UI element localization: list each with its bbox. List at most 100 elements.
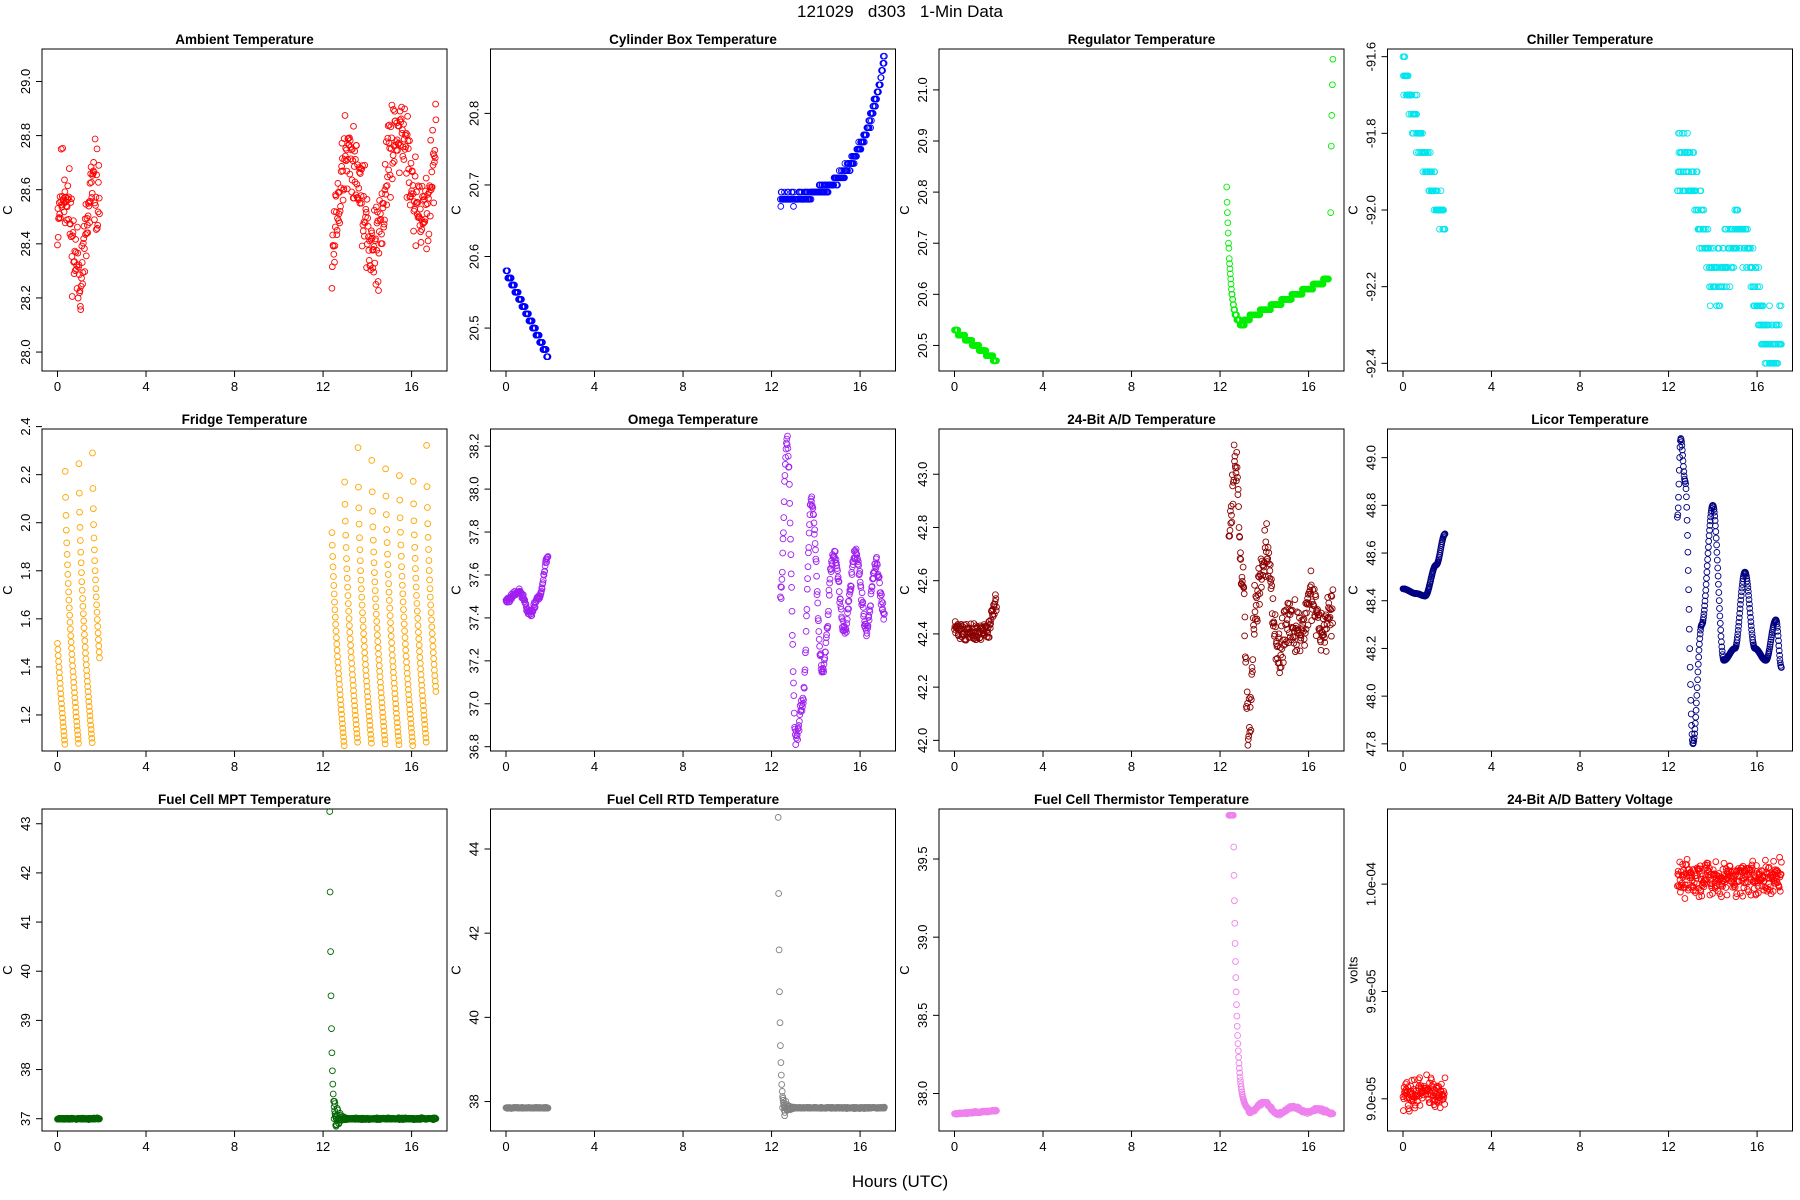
- data-point: [388, 101, 396, 109]
- data-point: [350, 163, 358, 170]
- x-tick-label: 16: [853, 379, 867, 394]
- data-point: [401, 105, 408, 113]
- data-point: [333, 226, 341, 234]
- data-point: [60, 208, 68, 216]
- data-point: [390, 106, 397, 113]
- data-point: [1226, 265, 1234, 273]
- data-point: [371, 259, 379, 267]
- y-tick-label: 28.2: [18, 285, 33, 310]
- data-point: [336, 219, 344, 227]
- data-point: [86, 179, 94, 187]
- data-point: [1227, 275, 1235, 283]
- data-point: [430, 199, 438, 207]
- data-point: [346, 137, 354, 144]
- data-point: [790, 203, 797, 210]
- data-point: [356, 170, 364, 177]
- data-point: [64, 182, 72, 190]
- data-point: [412, 242, 420, 250]
- data-point: [830, 181, 838, 189]
- x-tick-label: 4: [1488, 1139, 1495, 1154]
- data-point: [363, 195, 371, 203]
- data-point: [418, 182, 426, 190]
- data-point: [337, 203, 344, 210]
- data-point: [428, 168, 436, 176]
- data-point: [54, 233, 62, 241]
- y-tick-label: 28.4: [18, 231, 33, 256]
- data-point: [807, 195, 815, 203]
- data-point: [777, 203, 785, 210]
- data-point: [1226, 270, 1234, 278]
- x-tick-label: 0: [1399, 1139, 1406, 1154]
- x-tick-label: 8: [1576, 1139, 1583, 1154]
- data-point: [89, 170, 97, 177]
- data-point: [425, 195, 432, 202]
- data-point: [403, 169, 410, 177]
- data-point: [65, 216, 72, 223]
- data-point: [370, 268, 378, 276]
- data-point: [347, 146, 355, 154]
- data-point: [377, 216, 385, 223]
- data-point: [413, 210, 421, 218]
- data-point: [846, 167, 854, 174]
- data-point: [507, 274, 515, 282]
- data-point: [542, 346, 550, 353]
- data-point: [372, 235, 379, 243]
- data-point: [88, 194, 96, 201]
- data-point: [421, 215, 429, 223]
- data-point: [93, 225, 101, 232]
- data-point: [86, 197, 94, 205]
- data-point: [375, 249, 383, 257]
- data-point: [406, 137, 413, 145]
- x-tick-label: 8: [1128, 379, 1135, 394]
- series-ambient-temperature: [54, 100, 440, 313]
- data-point: [1228, 290, 1236, 298]
- data-point: [57, 214, 64, 222]
- data-point: [869, 110, 877, 117]
- data-point: [404, 112, 411, 120]
- data-point: [431, 154, 439, 162]
- data-point: [353, 142, 360, 149]
- data-point: [853, 152, 860, 160]
- data-point: [350, 194, 358, 202]
- data-point: [84, 212, 92, 220]
- y-axis-label: volts: [1346, 956, 1361, 983]
- plot-frame: [1387, 808, 1793, 1132]
- data-point: [331, 223, 339, 231]
- y-axis-label: C: [449, 205, 464, 214]
- y-tick-label: 21.0: [915, 77, 930, 102]
- data-point: [336, 207, 344, 215]
- x-tick-label: 16: [1750, 1139, 1764, 1154]
- data-point: [385, 121, 393, 129]
- data-point: [400, 120, 407, 128]
- data-point: [84, 229, 92, 237]
- data-point: [1224, 219, 1232, 227]
- data-point: [72, 236, 79, 243]
- data-point: [410, 198, 418, 205]
- data-point: [863, 131, 870, 139]
- data-point: [1224, 229, 1232, 237]
- data-point: [431, 146, 439, 154]
- data-point: [330, 250, 338, 258]
- data-point: [63, 203, 71, 211]
- data-point: [425, 230, 433, 238]
- y-tick-label: 20.7: [915, 231, 930, 256]
- data-point: [388, 175, 396, 183]
- y-tick-label: 29.0: [18, 69, 33, 94]
- x-tick-label: 12: [316, 379, 330, 394]
- data-point: [355, 184, 363, 192]
- figure-title: 121029 d303 1-Min Data: [796, 2, 1004, 21]
- x-tick-label: 4: [591, 379, 598, 394]
- data-point: [788, 188, 796, 196]
- series-regulator-temperature: [951, 55, 1337, 365]
- data-point: [528, 317, 536, 325]
- panel-title: Cylinder Box Temperature: [609, 32, 777, 47]
- x-tick-label: 4: [142, 379, 149, 394]
- y-axis-label: C: [897, 205, 912, 214]
- y-tick-label: 20.9: [915, 128, 930, 153]
- data-point: [364, 214, 372, 222]
- data-point: [62, 202, 70, 210]
- y-tick-label: 1.0e-04: [1364, 862, 1379, 906]
- y-tick-label: 28.6: [18, 177, 33, 202]
